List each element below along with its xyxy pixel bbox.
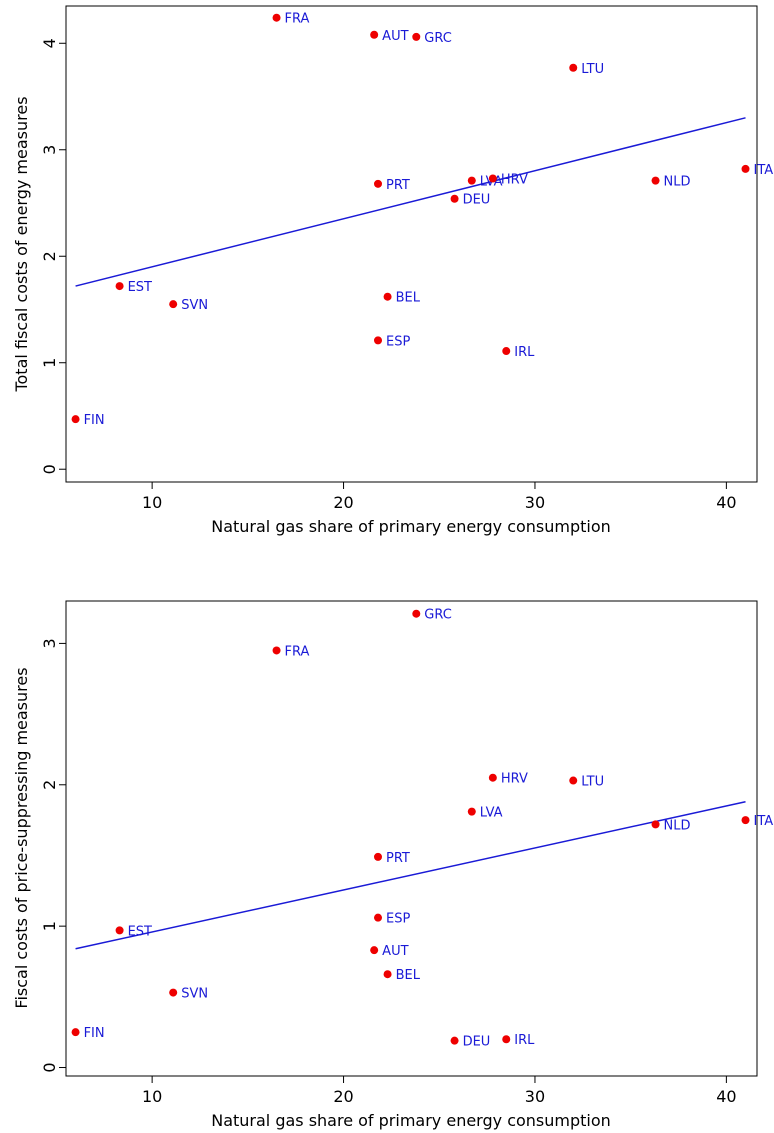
chart-2-point-label-lva: LVA [480,806,503,821]
chart-1-y-axis: 0 1 2 3 4 [40,38,66,474]
chart-2-y-axis-title: Fiscal costs of price-suppressing measur… [12,667,31,1008]
chart-2-point-label-hrv: HRV [501,772,528,787]
chart-1-y-tick-label: 1 [40,358,59,368]
chart-1-point-ita [741,164,750,173]
chart-2-point-ita [741,816,750,825]
chart-2-point-label-esp: ESP [386,912,410,927]
chart-1-x-tick-label: 20 [333,493,353,512]
chart-1-x-axis: 10 20 30 40 [142,482,737,512]
chart-1-point-bel [383,292,392,301]
chart-1-point-label-est: EST [128,280,152,295]
chart-1-point-fin [71,415,80,424]
chart-2-point-fra [272,646,281,655]
chart-1-x-axis-title: Natural gas share of primary energy cons… [211,517,611,536]
chart-2-y-tick-label: 0 [40,1062,59,1072]
chart-2-point-label-deu: DEU [463,1035,491,1050]
chart-2: 10 20 30 40 0 1 2 3 Natural gas share of prima… [12,600,774,1130]
chart-1-plot-frame [65,5,758,483]
chart-2-point-label-nld: NLD [664,818,691,833]
chart-2-point-label-grc: GRC [424,608,452,623]
chart-2-point-label-aut: AUT [382,944,408,959]
chart-1-point-nld [651,176,660,185]
chart-2-point-label-prt: PRT [386,851,410,866]
chart-1-point-label-aut: AUT [382,29,408,44]
chart-1-point-label-svn: SVN [181,298,208,313]
chart-2-point-irl [502,1035,511,1044]
chart-1-point-label-prt: PRT [386,178,410,193]
chart-2-point-label-svn: SVN [181,987,208,1002]
chart-2-point-lva [467,807,476,816]
chart-2-point-deu [450,1036,459,1045]
chart-1-point-label-grc: GRC [424,31,452,46]
chart-2-point-bel [383,970,392,979]
chart-2-y-tick-label: 2 [40,780,59,790]
chart-1-point-esp [374,336,383,345]
chart-2-plot-frame [65,600,758,1077]
chart-1-x-tick-label: 40 [716,493,736,512]
chart-2-point-esp [374,913,383,922]
chart-1-point-label-ltu: LTU [581,62,604,77]
chart-1: 10 20 30 40 0 1 2 3 4 Natural gas share of prim… [12,5,774,536]
chart-2-point-aut [370,946,379,955]
chart-1-point-aut [370,30,379,39]
chart-2-point-hrv [488,773,497,782]
chart-2-point-label-fin: FIN [84,1026,105,1041]
chart-2-y-tick-label: 1 [40,921,59,931]
chart-2-point-est [115,926,124,935]
chart-1-point-label-bel: BEL [396,291,421,306]
chart-1-fit-line [75,117,746,287]
chart-1-point-deu [450,194,459,203]
chart-2-x-tick-label: 40 [716,1087,736,1106]
chart-2-point-grc [412,609,421,618]
chart-2-x-tick-label: 10 [142,1087,162,1106]
chart-2-y-axis: 0 1 2 3 [40,638,66,1073]
chart-1-y-tick-label: 0 [40,464,59,474]
chart-1-point-label-nld: NLD [664,175,691,190]
chart-2-fit-line [75,801,746,950]
chart-1-point-fra [272,13,281,22]
chart-1-point-label-esp: ESP [386,334,410,349]
chart-2-point-label-ita: ITA [754,814,774,829]
chart-1-points: FRAAUTGRCLTUITANLDLVAHRVPRTDEUESTSVNBELE… [71,12,774,428]
chart-1-point-label-fin: FIN [84,413,105,428]
chart-1-point-label-hrv: HRV [501,173,528,188]
chart-1-point-grc [412,32,421,41]
chart-1-y-axis-title: Total fiscal costs of energy measures [12,96,31,392]
chart-2-point-label-fra: FRA [285,644,310,659]
chart-1-point-label-fra: FRA [285,12,310,27]
chart-1-point-label-irl: IRL [514,345,535,360]
chart-1-point-lva [467,176,476,185]
chart-1-point-label-deu: DEU [463,193,491,208]
chart-2-y-tick-label: 3 [40,638,59,648]
chart-2-x-axis: 10 20 30 40 [142,1076,737,1106]
chart-1-y-tick-label: 2 [40,251,59,261]
chart-1-point-label-ita: ITA [754,163,774,178]
chart-2-points: GRC FRA HRV LTU LVA ITA NLD PRT EST ESP AUT BEL SVN F… [71,608,774,1050]
chart-1-x-tick-label: 30 [525,493,545,512]
chart-1-point-hrv [488,174,497,183]
chart-1-point-prt [374,179,383,188]
chart-1-y-tick-label: 3 [40,145,59,155]
chart-2-fit-line-group [75,801,746,950]
chart-1-point-irl [502,347,511,356]
chart-2-point-label-ltu: LTU [581,775,604,790]
chart-1-point-est [115,282,124,291]
chart-2-point-label-bel: BEL [396,968,421,983]
chart-2-point-label-irl: IRL [514,1033,535,1048]
chart-2-point-prt [374,852,383,861]
chart-2-point-svn [169,988,178,997]
chart-1-fit-line-group [75,117,746,287]
chart-1-y-tick-label: 4 [40,38,59,48]
chart-2-point-fin [71,1028,80,1037]
chart-2-x-tick-label: 20 [333,1087,353,1106]
chart-2-point-label-est: EST [128,924,152,939]
chart-2-point-ltu [569,776,578,785]
chart-1-point-ltu [569,63,578,72]
chart-1-point-svn [169,300,178,309]
chart-1-x-tick-label: 10 [142,493,162,512]
chart-2-x-tick-label: 30 [525,1087,545,1106]
chart-2-point-nld [651,820,660,829]
chart-2-x-axis-title: Natural gas share of primary energy cons… [211,1111,611,1130]
